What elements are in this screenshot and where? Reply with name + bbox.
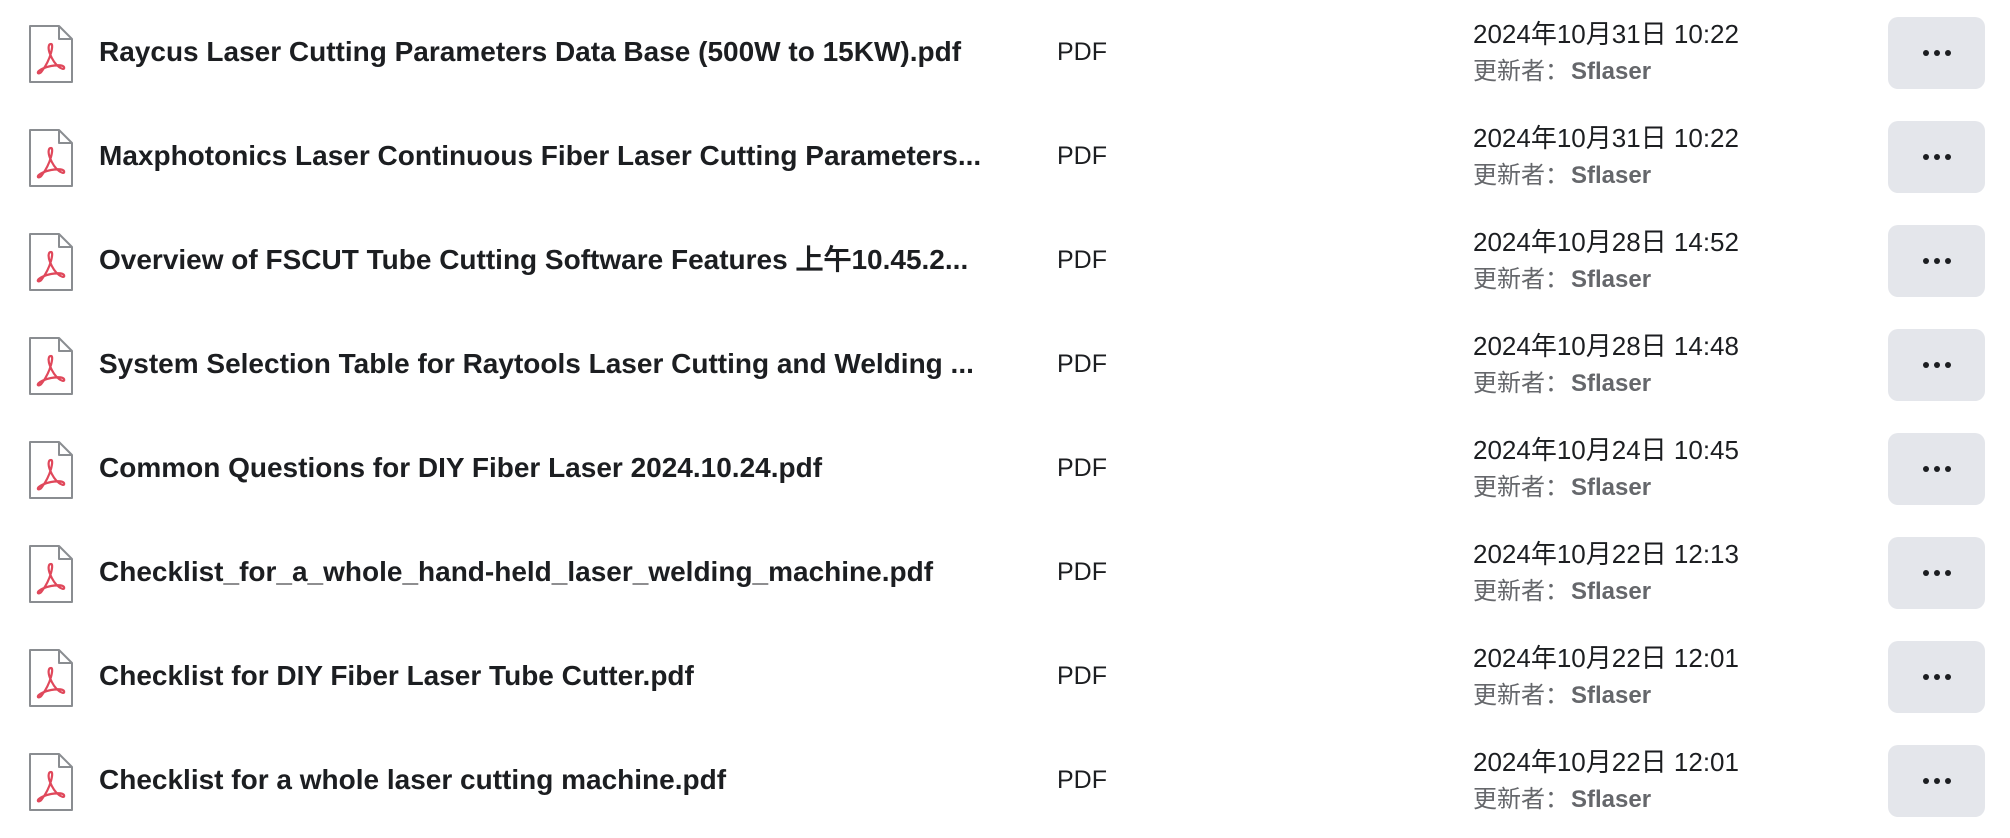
file-type: PDF — [1057, 454, 1107, 482]
updated-by-label: 更新者： — [1473, 578, 1569, 605]
updated-by: 更新者：Sflaser — [1473, 577, 1651, 607]
updated-by: 更新者：Sflaser — [1473, 265, 1651, 295]
updated-date: 2024年10月31日 10:22 — [1473, 123, 1739, 153]
more-icon — [1922, 570, 1951, 576]
updated-by: 更新者：Sflaser — [1473, 57, 1651, 87]
updated-by-label: 更新者： — [1473, 786, 1569, 813]
updater-name: Sflaser — [1571, 578, 1652, 605]
updated-date: 2024年10月22日 12:13 — [1473, 539, 1739, 569]
more-icon — [1922, 778, 1951, 784]
updated-by-label: 更新者： — [1473, 266, 1569, 293]
file-name[interactable]: Checklist_for_a_whole_hand-held_laser_we… — [99, 556, 934, 587]
updater-name: Sflaser — [1571, 58, 1652, 85]
more-options-button[interactable] — [1888, 225, 1985, 297]
file-row[interactable]: Checklist for a whole laser cutting mach… — [0, 728, 2010, 832]
pdf-file-icon — [28, 128, 74, 188]
more-icon — [1922, 362, 1951, 368]
file-name[interactable]: Maxphotonics Laser Continuous Fiber Lase… — [99, 140, 982, 171]
more-options-button[interactable] — [1888, 745, 1985, 817]
updater-name: Sflaser — [1571, 786, 1652, 813]
file-name[interactable]: Overview of FSCUT Tube Cutting Software … — [99, 244, 969, 275]
more-options-button[interactable] — [1888, 17, 1985, 89]
updated-by: 更新者：Sflaser — [1473, 785, 1651, 815]
updated-date: 2024年10月31日 10:22 — [1473, 19, 1739, 49]
file-row[interactable]: System Selection Table for Raytools Lase… — [0, 312, 2010, 416]
file-row[interactable]: Overview of FSCUT Tube Cutting Software … — [0, 208, 2010, 312]
updated-date: 2024年10月22日 12:01 — [1473, 747, 1739, 777]
file-type: PDF — [1057, 662, 1107, 690]
more-options-button[interactable] — [1888, 537, 1985, 609]
more-options-button[interactable] — [1888, 329, 1985, 401]
file-row[interactable]: Checklist_for_a_whole_hand-held_laser_we… — [0, 520, 2010, 624]
updated-by: 更新者：Sflaser — [1473, 369, 1651, 399]
file-type: PDF — [1057, 38, 1107, 66]
updated-date: 2024年10月28日 14:52 — [1473, 227, 1739, 257]
updated-by: 更新者：Sflaser — [1473, 473, 1651, 503]
updater-name: Sflaser — [1571, 474, 1652, 501]
updated-date: 2024年10月22日 12:01 — [1473, 643, 1739, 673]
pdf-file-icon — [28, 752, 74, 812]
updated-by-label: 更新者： — [1473, 474, 1569, 501]
pdf-file-icon — [28, 544, 74, 604]
more-icon — [1922, 258, 1951, 264]
updated-by-label: 更新者： — [1473, 682, 1569, 709]
more-icon — [1922, 674, 1951, 680]
pdf-file-icon — [28, 440, 74, 500]
file-type: PDF — [1057, 558, 1107, 586]
more-icon — [1922, 50, 1951, 56]
file-row[interactable]: Checklist for DIY Fiber Laser Tube Cutte… — [0, 624, 2010, 728]
pdf-file-icon — [28, 336, 74, 396]
file-name[interactable]: Checklist for DIY Fiber Laser Tube Cutte… — [99, 660, 694, 691]
file-name[interactable]: System Selection Table for Raytools Lase… — [99, 348, 974, 379]
more-icon — [1922, 466, 1951, 472]
pdf-file-icon — [28, 648, 74, 708]
updater-name: Sflaser — [1571, 266, 1652, 293]
file-type: PDF — [1057, 246, 1107, 274]
file-name[interactable]: Raycus Laser Cutting Parameters Data Bas… — [99, 36, 962, 67]
updater-name: Sflaser — [1571, 162, 1652, 189]
file-name[interactable]: Checklist for a whole laser cutting mach… — [99, 764, 727, 795]
file-type: PDF — [1057, 350, 1107, 378]
updated-date: 2024年10月28日 14:48 — [1473, 331, 1739, 361]
updated-date: 2024年10月24日 10:45 — [1473, 435, 1739, 465]
file-name[interactable]: Common Questions for DIY Fiber Laser 202… — [99, 452, 823, 483]
updated-by-label: 更新者： — [1473, 162, 1569, 189]
more-options-button[interactable] — [1888, 433, 1985, 505]
more-options-button[interactable] — [1888, 121, 1985, 193]
more-options-button[interactable] — [1888, 641, 1985, 713]
more-icon — [1922, 154, 1951, 160]
file-type: PDF — [1057, 142, 1107, 170]
file-type: PDF — [1057, 766, 1107, 794]
updated-by: 更新者：Sflaser — [1473, 681, 1651, 711]
file-row[interactable]: Common Questions for DIY Fiber Laser 202… — [0, 416, 2010, 520]
updater-name: Sflaser — [1571, 370, 1652, 397]
file-row[interactable]: Maxphotonics Laser Continuous Fiber Lase… — [0, 104, 2010, 208]
pdf-file-icon — [28, 232, 74, 292]
updater-name: Sflaser — [1571, 682, 1652, 709]
updated-by-label: 更新者： — [1473, 58, 1569, 85]
updated-by: 更新者：Sflaser — [1473, 161, 1651, 191]
pdf-file-icon — [28, 24, 74, 84]
updated-by-label: 更新者： — [1473, 370, 1569, 397]
file-row[interactable]: Raycus Laser Cutting Parameters Data Bas… — [0, 0, 2010, 104]
